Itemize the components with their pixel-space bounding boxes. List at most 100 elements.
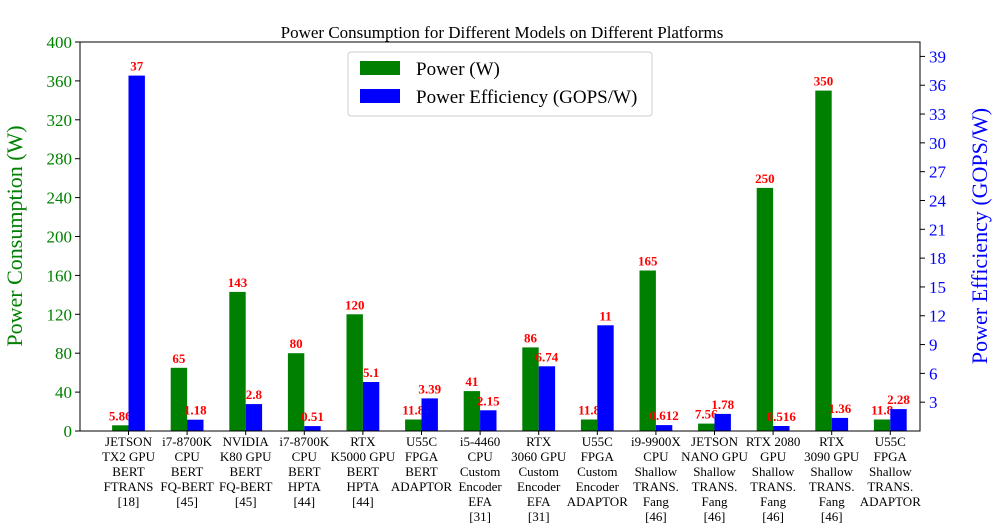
power-value-label-2: 143	[228, 275, 248, 290]
category-label-10-line-5: [46]	[704, 509, 726, 523]
efficiency-value-label-9: 0.612	[649, 408, 678, 423]
category-label-4: RTX K5000 GPU BERT HPTA [44]	[331, 434, 396, 509]
power-bar-7	[522, 347, 539, 431]
legend-swatch-efficiency	[360, 89, 400, 103]
power-bar-3	[287, 353, 305, 431]
left-tick-label-8: 320	[47, 111, 73, 130]
category-label-1-line-2: BERT	[171, 464, 204, 479]
efficiency-bar-2	[245, 404, 263, 431]
category-label-5-line-2: BERT	[405, 464, 438, 479]
right-tick-label-7: 24	[929, 191, 947, 210]
power-bar-4	[346, 314, 363, 431]
legend-box	[347, 51, 653, 117]
category-label-8-line-4: ADAPTOR	[567, 494, 628, 509]
right-tick-label-2: 9	[929, 336, 938, 355]
category-label-11-line-0: RTX 2080	[746, 434, 800, 449]
efficiency-value-label-5: 3.39	[418, 381, 441, 396]
category-label-9-line-1: CPU	[643, 449, 669, 464]
power-value-label-12: 350	[814, 74, 834, 89]
power-bar-12	[815, 90, 832, 431]
category-label-1-line-3: FQ-BERT	[160, 479, 213, 494]
right-tick-label-5: 18	[929, 249, 946, 268]
right-axis-label: Power Efficiency (GOPS/W)	[967, 108, 992, 364]
power-bar-11	[756, 187, 774, 431]
category-label-2-line-1: K80 GPU	[220, 449, 272, 464]
category-label-8-line-3: Encoder	[576, 479, 620, 494]
efficiency-value-label-8: 11	[599, 308, 611, 323]
category-label-11-line-5: [46]	[762, 509, 784, 523]
category-label-8: U55C FPGA Custom Encoder ADAPTOR	[567, 434, 628, 509]
right-tick-label-3: 12	[929, 307, 946, 326]
category-label-7-line-4: EFA	[527, 494, 551, 509]
power-value-label-6: 41	[465, 374, 478, 389]
category-label-1-line-4: [45]	[176, 494, 198, 509]
power-bar-6	[463, 391, 481, 431]
category-label-11-line-1: GPU	[760, 449, 787, 464]
category-label-9-line-2: Shallow	[635, 464, 678, 479]
category-label-12-line-1: 3090 GPU	[804, 449, 860, 464]
category-label-3: i7-8700K CPU BERT HPTA [44]	[279, 434, 329, 509]
category-label-12-line-2: Shallow	[810, 464, 853, 479]
category-label-12-line-0: RTX	[819, 434, 845, 449]
category-label-4-line-2: BERT	[347, 464, 380, 479]
category-label-4-line-0: RTX	[350, 434, 376, 449]
category-label-2-line-3: FQ-BERT	[219, 479, 272, 494]
efficiency-bar-1	[187, 419, 204, 431]
category-label-7-line-0: RTX	[526, 434, 552, 449]
category-label-7: RTX 3060 GPU Custom Encoder EFA [31]	[511, 434, 567, 523]
category-label-10-line-2: Shallow	[693, 464, 736, 479]
category-label-10-line-0: JETSON	[691, 434, 739, 449]
power-bar-8	[580, 419, 598, 431]
category-label-8-line-0: U55C	[582, 434, 613, 449]
efficiency-bar-8	[597, 325, 614, 431]
left-tick-label-4: 160	[47, 266, 73, 285]
category-label-12-line-5: [46]	[821, 509, 843, 523]
left-tick-label-2: 80	[55, 344, 72, 363]
category-label-5-line-3: ADAPTOR	[391, 479, 452, 494]
efficiency-bar-3	[304, 426, 321, 431]
left-tick-label-3: 120	[47, 305, 73, 324]
right-tick-label-10: 33	[929, 105, 946, 124]
category-label-12-line-3: TRANS.	[809, 479, 855, 494]
efficiency-value-label-13: 2.28	[887, 392, 910, 407]
efficiency-bar-0	[128, 75, 145, 431]
category-label-10-line-1: NANO GPU	[681, 449, 748, 464]
legend-label-efficiency: Power Efficiency (GOPS/W)	[416, 87, 637, 108]
left-tick-label-9: 360	[47, 72, 73, 91]
plot-area: 5.86 65 143 80 120 11.8 41 86 11.8 165 7.56 250 350 1…	[79, 41, 921, 432]
category-label-4-line-4: [44]	[352, 494, 374, 509]
category-labels: JETSON TX2 GPU BERT FTRANS [18]i7-8700K CPU BE…	[102, 431, 921, 523]
category-label-13: U55C FPGA Shallow TRANS. ADAPTOR	[860, 434, 921, 509]
category-label-7-line-3: Encoder	[517, 479, 561, 494]
category-label-11-line-3: TRANS.	[750, 479, 796, 494]
power-value-label-7: 86	[524, 330, 538, 345]
efficiency-value-label-11: 0.516	[767, 409, 797, 424]
category-label-0-line-4: [18]	[118, 494, 140, 509]
power-value-label-11: 250	[755, 171, 775, 186]
category-label-1-line-0: i7-8700K	[162, 434, 212, 449]
power-value-label-1: 65	[172, 351, 186, 366]
category-label-7-line-5: [31]	[528, 509, 550, 523]
category-label-9-line-4: Fang	[643, 494, 670, 509]
category-label-6-line-2: Custom	[460, 464, 500, 479]
power-bar-5	[405, 419, 422, 431]
category-label-6-line-3: Encoder	[458, 479, 502, 494]
right-tick-label-6: 21	[929, 220, 946, 239]
efficiency-value-label-6: 2.15	[477, 393, 500, 408]
category-label-11: RTX 2080 GPU Shallow TRANS. Fang [46]	[746, 434, 800, 523]
category-label-1-line-1: CPU	[174, 449, 200, 464]
category-label-6-line-1: CPU	[467, 449, 493, 464]
left-tick-label-5: 200	[47, 228, 73, 247]
category-label-6-line-5: [31]	[469, 509, 491, 523]
category-label-10: JETSON NANO GPU Shallow TRANS. Fang [46]	[681, 434, 748, 523]
power-value-label-4: 120	[345, 297, 365, 312]
category-label-9-line-5: [46]	[645, 509, 667, 523]
power-bar-9	[639, 270, 656, 431]
efficiency-bar-11	[773, 426, 790, 431]
power-value-label-10: 7.56	[695, 407, 718, 422]
category-label-8-line-2: Custom	[577, 464, 617, 479]
left-tick-label-10: 400	[47, 33, 73, 52]
right-tick-label-1: 6	[929, 364, 938, 383]
chart-title: Power Consumption for Different Models o…	[281, 23, 724, 42]
